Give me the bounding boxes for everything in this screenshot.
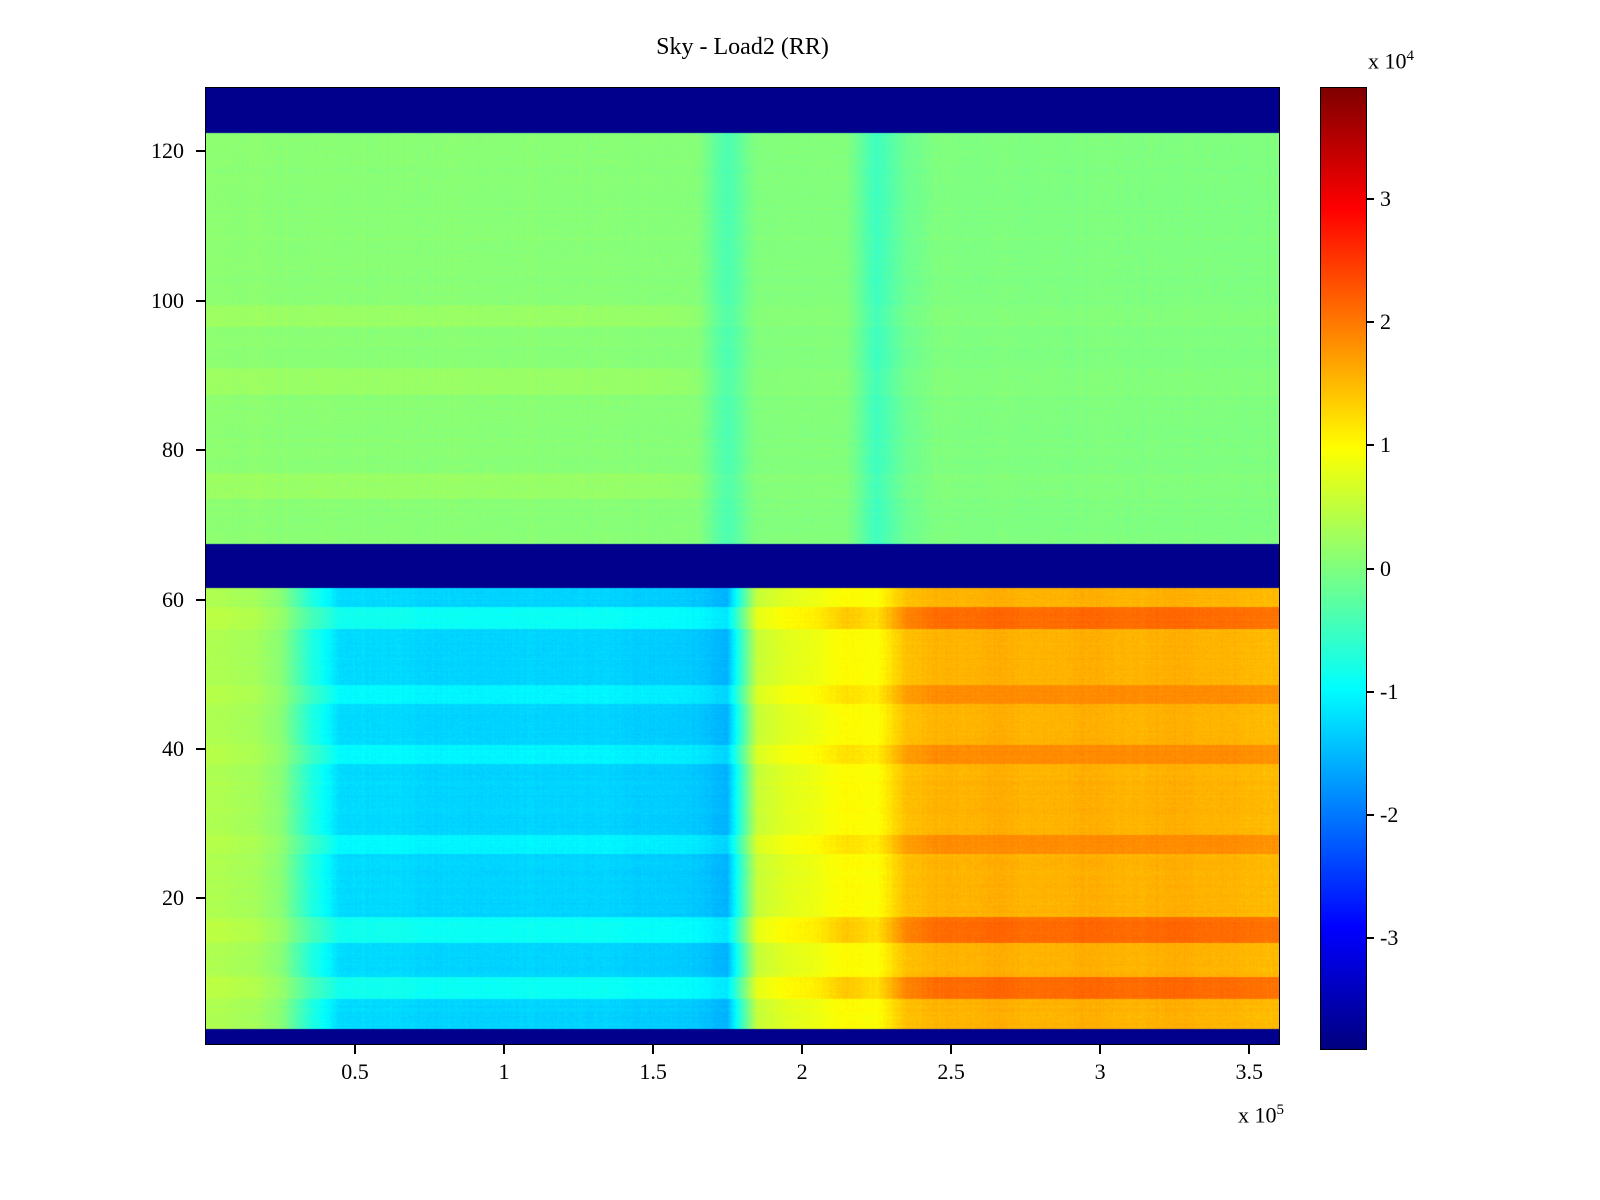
y-tick-label: 100 <box>151 287 184 313</box>
x-tick-mark <box>1248 1045 1251 1054</box>
y-tick-mark <box>196 897 205 900</box>
x-tick-label: 1 <box>498 1059 510 1084</box>
y-tick-mark <box>196 747 205 750</box>
x-tick-label: 2 <box>796 1059 808 1084</box>
colorbar-tick-label: -3 <box>1380 925 1399 951</box>
colorbar-tick-label: 3 <box>1380 185 1391 211</box>
y-tick-label: 80 <box>162 437 184 463</box>
x-tick-mark <box>354 1045 357 1054</box>
x-tick-mark <box>950 1045 953 1054</box>
colorbar <box>1320 87 1367 1050</box>
colorbar-tick-mark <box>1367 321 1374 324</box>
colorbar-tick-mark <box>1367 813 1374 816</box>
heatmap-plot-area <box>205 87 1280 1045</box>
colorbar-tick-label: 2 <box>1380 309 1391 335</box>
y-tick-mark <box>196 598 205 601</box>
x-tick-label: 3 <box>1094 1059 1106 1084</box>
colorbar-canvas <box>1321 88 1366 1049</box>
colorbar-tick-label: 1 <box>1380 432 1391 458</box>
colorbar-tick-mark <box>1367 444 1374 447</box>
y-tick-label: 60 <box>162 586 184 612</box>
colorbar-tick-mark <box>1367 937 1374 940</box>
colorbar-tick-label: -2 <box>1380 801 1399 827</box>
y-tick-mark <box>196 449 205 452</box>
y-tick-mark <box>196 150 205 153</box>
y-tick-label: 120 <box>151 138 184 164</box>
x-tick-mark <box>1099 1045 1102 1054</box>
colorbar-exponent: x 104 <box>1368 48 1414 74</box>
x-tick-label: 0.5 <box>341 1059 369 1084</box>
colorbar-tick-label: 0 <box>1380 555 1391 581</box>
y-tick-mark <box>196 299 205 302</box>
colorbar-tick-mark <box>1367 690 1374 693</box>
x-tick-mark <box>652 1045 655 1054</box>
x-tick-mark <box>801 1045 804 1054</box>
colorbar-tick-label: -1 <box>1380 678 1399 704</box>
chart-title: Sky - Load2 (RR) <box>656 34 829 60</box>
x-tick-label: 3.5 <box>1235 1059 1263 1084</box>
x-tick-label: 1.5 <box>639 1059 667 1084</box>
x-axis-exponent: x 105 <box>1238 1102 1284 1128</box>
colorbar-tick-mark <box>1367 567 1374 570</box>
x-tick-label: 2.5 <box>937 1059 965 1084</box>
y-tick-label: 20 <box>162 885 184 911</box>
y-tick-label: 40 <box>162 735 184 761</box>
x-tick-mark <box>503 1045 506 1054</box>
colorbar-tick-mark <box>1367 197 1374 200</box>
heatmap-canvas <box>206 88 1279 1044</box>
